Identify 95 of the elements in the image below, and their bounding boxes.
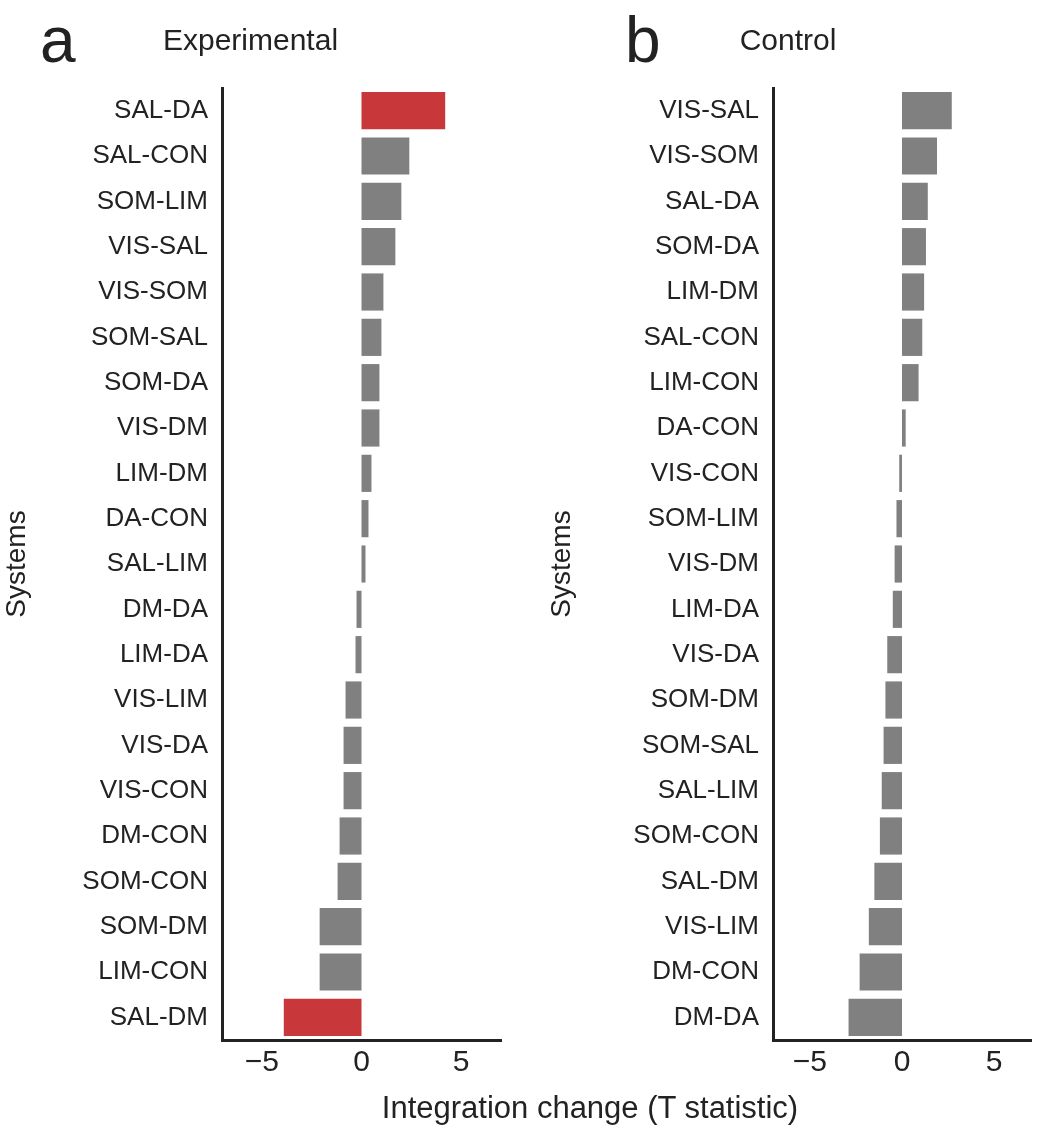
bar bbox=[902, 228, 926, 266]
y-tick-label: SAL-DM bbox=[109, 1000, 208, 1031]
bar bbox=[361, 318, 382, 356]
y-tick-label: VIS-DA bbox=[672, 637, 760, 668]
y-tick-label: DA-CON bbox=[656, 411, 759, 442]
y-tick-label: DM-CON bbox=[652, 955, 759, 986]
bar bbox=[361, 273, 384, 311]
bar bbox=[343, 772, 362, 810]
y-tick-label: VIS-DM bbox=[117, 411, 208, 442]
y-tick-label: SAL-DA bbox=[665, 184, 760, 215]
bar bbox=[361, 182, 402, 220]
y-axis-title: Systems bbox=[544, 510, 576, 618]
x-tick-label: −5 bbox=[792, 1044, 827, 1078]
y-tick-label: LIM-DM bbox=[666, 275, 759, 306]
bar bbox=[902, 182, 928, 220]
y-tick-label: VIS-LIM bbox=[114, 683, 208, 714]
bar bbox=[894, 545, 902, 583]
bar bbox=[339, 817, 362, 855]
bar bbox=[902, 273, 925, 311]
y-tick-label: VIS-CON bbox=[650, 456, 759, 487]
y-tick-label: SOM-SAL bbox=[90, 320, 208, 351]
bar bbox=[361, 409, 380, 447]
bar bbox=[355, 636, 362, 674]
x-tick-label: 5 bbox=[452, 1044, 470, 1078]
y-tick-label: SOM-CON bbox=[633, 819, 759, 850]
bar bbox=[361, 454, 372, 492]
y-tick-label: VIS-CON bbox=[99, 773, 208, 804]
x-axis-title: Integration change (T statistic) bbox=[380, 1090, 800, 1126]
bar bbox=[343, 726, 362, 764]
bar bbox=[879, 817, 902, 855]
y-tick-label: SOM-SAL bbox=[641, 728, 759, 759]
text: a bbox=[40, 3, 76, 78]
bar bbox=[361, 137, 410, 175]
bar bbox=[319, 908, 362, 946]
bar bbox=[337, 862, 362, 900]
bar bbox=[319, 953, 362, 991]
y-tick-label: LIM-CON bbox=[98, 955, 208, 986]
bar bbox=[283, 998, 362, 1036]
bar bbox=[345, 681, 362, 719]
y-tick-label: VIS-SOM bbox=[98, 275, 208, 306]
y-tick-label: SOM-DM bbox=[650, 683, 759, 714]
bar bbox=[356, 590, 362, 628]
y-tick-label: DM-CON bbox=[101, 819, 208, 850]
bar bbox=[902, 409, 906, 447]
bar bbox=[848, 998, 902, 1036]
y-tick-label: SOM-DM bbox=[99, 909, 208, 940]
y-tick-label: SAL-LIM bbox=[106, 547, 208, 578]
y-tick-label: LIM-DA bbox=[670, 592, 760, 623]
y-tick-label: SOM-LIM bbox=[96, 184, 208, 215]
chart-title: Control bbox=[739, 23, 837, 57]
y-tick-label: DM-DA bbox=[122, 592, 209, 623]
bar bbox=[902, 92, 952, 130]
bar bbox=[883, 726, 902, 764]
chart-title: Experimental bbox=[162, 23, 339, 57]
x-tick-label: 5 bbox=[985, 1044, 1003, 1078]
y-tick-label: LIM-CON bbox=[649, 365, 759, 396]
y-tick-label: LIM-DA bbox=[119, 637, 209, 668]
y-axis-title: Systems bbox=[0, 510, 31, 618]
bar bbox=[902, 137, 938, 175]
bar bbox=[887, 636, 902, 674]
y-tick-label: SAL-DM bbox=[660, 864, 759, 895]
bar bbox=[902, 318, 923, 356]
y-tick-label: VIS-DA bbox=[121, 728, 209, 759]
y-tick-label: VIS-DM bbox=[668, 547, 759, 578]
x-tick-label: 0 bbox=[353, 1044, 370, 1078]
bar bbox=[361, 92, 446, 130]
bar bbox=[859, 953, 902, 991]
bar bbox=[361, 364, 380, 402]
y-tick-label: SOM-LIM bbox=[647, 501, 759, 532]
y-tick-label: VIS-SAL bbox=[659, 93, 759, 124]
y-tick-label: SAL-CON bbox=[643, 320, 759, 351]
bar bbox=[899, 454, 902, 492]
y-tick-label: SOM-CON bbox=[82, 864, 208, 895]
bar bbox=[874, 862, 902, 900]
bar bbox=[892, 590, 902, 628]
x-tick-label: 0 bbox=[893, 1044, 911, 1078]
bar bbox=[881, 772, 902, 810]
y-tick-label: VIS-LIM bbox=[665, 909, 759, 940]
y-tick-label: DA-CON bbox=[105, 501, 208, 532]
y-tick-label: VIS-SAL bbox=[108, 229, 208, 260]
bar bbox=[885, 681, 902, 719]
bar bbox=[868, 908, 902, 946]
y-tick-label: SOM-DA bbox=[104, 365, 209, 396]
bar bbox=[902, 364, 919, 402]
y-tick-label: SAL-LIM bbox=[657, 773, 759, 804]
y-tick-label: SAL-CON bbox=[92, 139, 208, 170]
text: b bbox=[625, 3, 661, 78]
x-tick-label: −5 bbox=[244, 1044, 279, 1078]
y-tick-label: LIM-DM bbox=[115, 456, 208, 487]
y-tick-label: SAL-DA bbox=[114, 93, 209, 124]
y-tick-label: DM-DA bbox=[673, 1000, 760, 1031]
y-tick-label: VIS-SOM bbox=[649, 139, 759, 170]
bar bbox=[361, 228, 396, 266]
y-tick-label: SOM-DA bbox=[655, 229, 760, 260]
bar bbox=[896, 500, 902, 538]
